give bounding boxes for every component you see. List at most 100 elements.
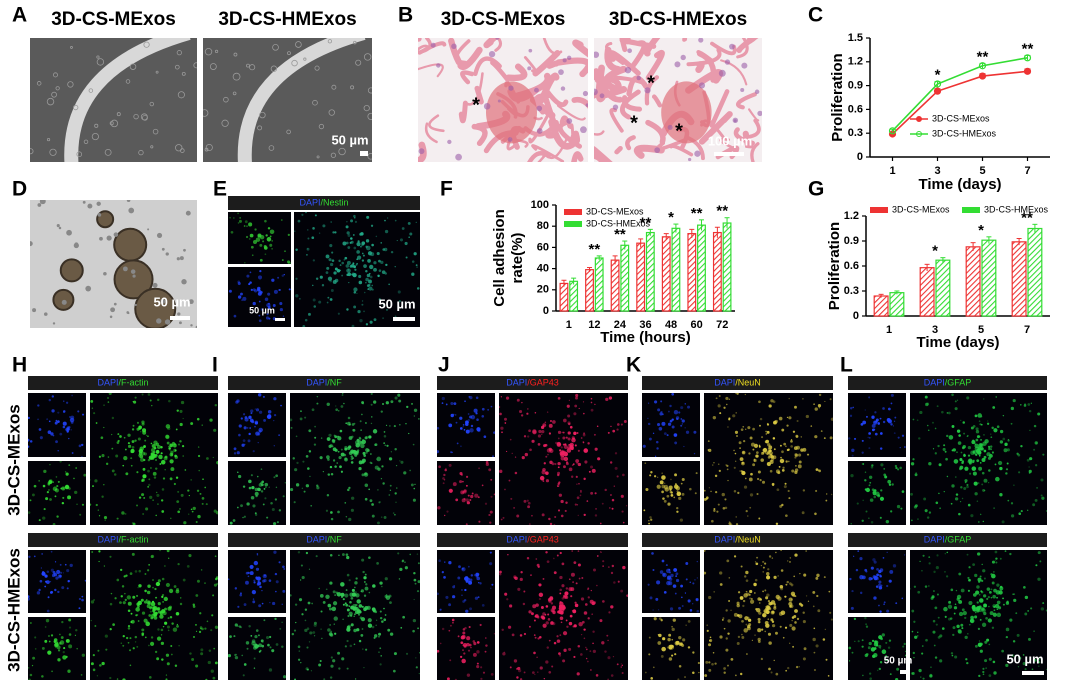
dot: [523, 671, 526, 674]
dot: [161, 577, 165, 581]
dot: [612, 655, 615, 658]
cluster-dot: [367, 623, 373, 628]
cluster-dot: [320, 610, 323, 613]
cluster-dot: [764, 589, 767, 592]
dot: [878, 580, 882, 584]
cluster-dot: [528, 610, 532, 614]
cluster-dot: [450, 413, 454, 418]
dot: [785, 583, 788, 586]
dot: [105, 462, 109, 466]
cluster-dot: [568, 621, 573, 626]
dot: [239, 217, 241, 219]
cluster-dot: [872, 575, 877, 579]
fiber: [490, 60, 510, 83]
dot: [47, 596, 50, 599]
dot: [552, 557, 555, 560]
dot: [413, 252, 417, 256]
cell: [205, 143, 213, 152]
dot: [215, 576, 218, 580]
dot: [704, 571, 707, 575]
dot: [966, 485, 969, 489]
cluster-dot: [873, 428, 876, 431]
dot: [407, 221, 411, 225]
cluster-dot: [591, 601, 596, 606]
dot: [301, 487, 304, 489]
image-title: 3D-CS-MExos: [441, 9, 566, 30]
cluster-dot: [661, 413, 664, 416]
dot: [380, 516, 383, 518]
cluster-dot: [163, 596, 168, 602]
dot: [978, 640, 981, 642]
cluster-dot: [154, 458, 158, 462]
panel-label: K: [626, 354, 641, 377]
dot: [112, 623, 115, 626]
dot: [850, 606, 854, 610]
dot: [499, 469, 503, 474]
cluster-dot: [570, 595, 573, 598]
cluster-dot: [166, 441, 170, 445]
dot: [607, 678, 609, 680]
cluster-dot: [152, 586, 154, 589]
dot: [936, 593, 939, 596]
dot: [814, 435, 818, 439]
dot: [754, 634, 756, 636]
dot: [1042, 453, 1045, 456]
fiber: [418, 63, 444, 78]
cluster-dot: [987, 456, 991, 460]
dot: [999, 557, 1002, 560]
dot: [660, 654, 664, 658]
nucleus: [566, 55, 572, 60]
dot: [28, 438, 30, 442]
cluster-dot: [470, 574, 474, 577]
dot: [479, 623, 482, 627]
nucleus: [754, 89, 760, 95]
stain-dapi: DAPI: [506, 535, 527, 545]
cluster-dot: [331, 606, 337, 612]
cluster-dot: [786, 448, 789, 452]
dot: [675, 578, 680, 583]
dot: [244, 220, 248, 224]
dot: [689, 487, 692, 491]
cell: [156, 318, 162, 324]
cluster-dot: [466, 501, 470, 505]
cluster-dot: [1006, 462, 1009, 465]
cluster-dot: [999, 466, 1003, 471]
stain-header: [848, 376, 1047, 390]
nucleus: [497, 99, 501, 103]
dot: [889, 673, 892, 676]
dot: [204, 582, 206, 584]
dot: [887, 407, 891, 411]
dot: [234, 655, 239, 660]
dot: [363, 454, 366, 457]
dot: [978, 420, 981, 422]
cluster-dot: [350, 461, 354, 464]
cluster-dot: [476, 641, 480, 644]
dot: [439, 608, 442, 611]
cluster-dot: [174, 455, 178, 459]
cluster-dot: [761, 436, 764, 439]
dot: [382, 304, 385, 307]
cluster-dot: [273, 289, 278, 294]
dot: [559, 551, 562, 555]
cluster-dot: [968, 623, 971, 626]
cluster-dot: [668, 581, 673, 586]
dot: [604, 650, 607, 653]
dot: [658, 617, 662, 620]
dot: [266, 516, 269, 519]
cluster-dot: [667, 575, 672, 580]
dot: [1009, 618, 1013, 622]
dot: [740, 565, 743, 568]
dot: [672, 618, 676, 622]
dot: [77, 410, 80, 413]
dot: [885, 641, 888, 644]
cluster-dot: [336, 268, 341, 273]
dot: [1016, 633, 1020, 637]
cell: [32, 308, 37, 313]
cell: [176, 257, 180, 261]
dot: [104, 634, 108, 638]
dot: [1005, 601, 1010, 605]
dot: [298, 650, 301, 652]
cluster-dot: [249, 564, 254, 569]
dot: [647, 583, 650, 586]
dot: [84, 579, 86, 582]
